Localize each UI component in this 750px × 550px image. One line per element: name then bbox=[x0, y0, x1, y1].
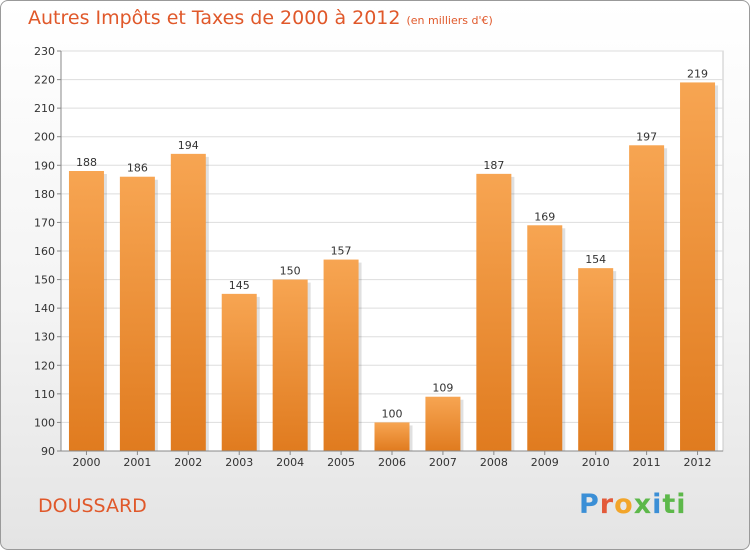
y-tick-label: 170 bbox=[34, 216, 55, 229]
data-label: 145 bbox=[229, 279, 250, 292]
x-tick-label: 2007 bbox=[429, 456, 457, 469]
bar bbox=[272, 279, 308, 451]
y-tick-label: 210 bbox=[34, 102, 55, 115]
y-tick-label: 230 bbox=[34, 45, 55, 58]
x-tick-label: 2001 bbox=[123, 456, 151, 469]
bar bbox=[68, 171, 104, 451]
x-tick-label: 2006 bbox=[378, 456, 406, 469]
x-tick-label: 2012 bbox=[684, 456, 712, 469]
data-label: 100 bbox=[382, 407, 403, 420]
chart-unit: (en milliers d'€) bbox=[406, 14, 493, 27]
data-label: 197 bbox=[636, 130, 657, 143]
data-label: 154 bbox=[585, 253, 606, 266]
y-tick-label: 200 bbox=[34, 131, 55, 144]
logo-letter: i bbox=[652, 489, 663, 520]
logo-letter: x bbox=[633, 489, 653, 520]
data-label: 157 bbox=[331, 245, 352, 258]
bar bbox=[374, 422, 410, 451]
x-tick-label: 2002 bbox=[174, 456, 202, 469]
x-tick-label: 2003 bbox=[225, 456, 253, 469]
bar bbox=[629, 145, 665, 452]
y-tick-label: 190 bbox=[34, 159, 55, 172]
chart-title: Autres Impôts et Taxes de 2000 à 2012 (en… bbox=[28, 7, 493, 29]
logo-letter: ti bbox=[662, 489, 687, 520]
y-tick-label: 130 bbox=[34, 331, 55, 344]
bar bbox=[221, 293, 257, 451]
bar bbox=[476, 173, 512, 451]
data-label: 186 bbox=[127, 162, 148, 175]
x-tick-label: 2009 bbox=[531, 456, 559, 469]
bar bbox=[527, 225, 563, 451]
y-tick-label: 180 bbox=[34, 188, 55, 201]
bar bbox=[323, 259, 359, 451]
proxiti-logo: Proxiti bbox=[579, 489, 687, 520]
chart-title-text: Autres Impôts et Taxes de 2000 à 2012 bbox=[28, 7, 401, 29]
x-tick-label: 2000 bbox=[72, 456, 100, 469]
bar bbox=[578, 268, 614, 451]
data-label: 188 bbox=[76, 156, 97, 169]
y-tick-label: 140 bbox=[34, 302, 55, 315]
x-tick-label: 2005 bbox=[327, 456, 355, 469]
y-tick-label: 120 bbox=[34, 359, 55, 372]
data-label: 150 bbox=[280, 265, 301, 278]
logo-letter: P bbox=[579, 489, 600, 520]
y-tick-label: 220 bbox=[34, 74, 55, 87]
logo-letter: r bbox=[599, 489, 615, 520]
bar bbox=[170, 153, 206, 451]
bar bbox=[680, 82, 716, 451]
data-label: 219 bbox=[687, 67, 708, 80]
y-tick-label: 100 bbox=[34, 416, 55, 429]
logo-letter: o bbox=[614, 489, 634, 520]
y-tick-label: 150 bbox=[34, 274, 55, 287]
data-label: 169 bbox=[534, 210, 555, 223]
commune-name: DOUSSARD bbox=[38, 495, 147, 517]
y-tick-label: 160 bbox=[34, 245, 55, 258]
y-tick-label: 110 bbox=[34, 388, 55, 401]
x-tick-label: 2004 bbox=[276, 456, 304, 469]
data-label: 109 bbox=[432, 382, 453, 395]
bar bbox=[425, 396, 461, 451]
bar bbox=[119, 176, 155, 451]
x-tick-label: 2010 bbox=[582, 456, 610, 469]
data-label: 194 bbox=[178, 139, 199, 152]
x-tick-label: 2011 bbox=[633, 456, 661, 469]
x-tick-label: 2008 bbox=[480, 456, 508, 469]
data-label: 187 bbox=[483, 159, 504, 172]
y-tick-label: 90 bbox=[41, 445, 55, 458]
